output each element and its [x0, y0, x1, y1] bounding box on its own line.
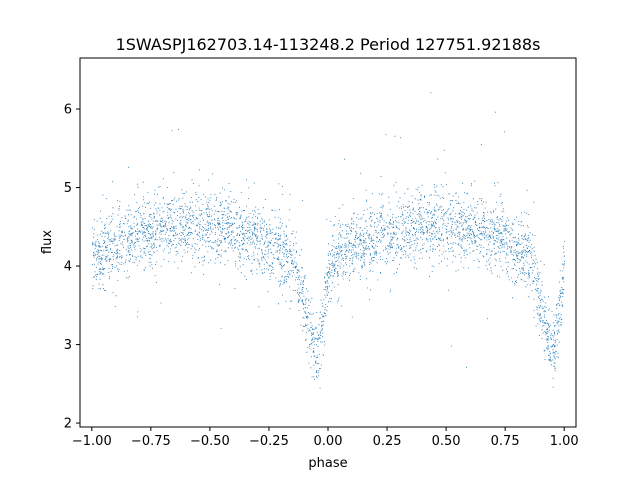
y-tick-label: 6 — [64, 103, 72, 118]
x-tick-label: −0.50 — [190, 434, 230, 449]
x-axis-label: phase — [308, 456, 347, 471]
y-axis-label: flux — [40, 230, 55, 254]
plot-frame — [79, 57, 577, 428]
x-tick-label: 0.25 — [373, 434, 402, 449]
x-tick-label: −0.75 — [131, 434, 171, 449]
scatter-points — [91, 92, 566, 389]
chart-title: 1SWASPJ162703.14-113248.2 Period 127751.… — [116, 35, 541, 54]
y-tick-label: 3 — [64, 338, 72, 353]
y-axis: 2 3 4 5 6 — [64, 103, 80, 432]
x-tick-label: 0.00 — [314, 434, 343, 449]
x-tick-label: 1.00 — [550, 434, 579, 449]
y-tick-label: 4 — [64, 260, 72, 275]
data-points — [91, 92, 566, 389]
x-tick-label: 0.75 — [491, 434, 520, 449]
x-tick-label: 0.50 — [432, 434, 461, 449]
x-axis: −1.00 −0.75 −0.50 −0.25 0.00 0.25 0.50 0.75 1.00 — [72, 427, 579, 449]
y-tick-label: 2 — [64, 417, 72, 432]
x-tick-label: −1.00 — [72, 434, 112, 449]
x-tick-label: −0.25 — [249, 434, 289, 449]
y-tick-label: 5 — [64, 181, 72, 196]
